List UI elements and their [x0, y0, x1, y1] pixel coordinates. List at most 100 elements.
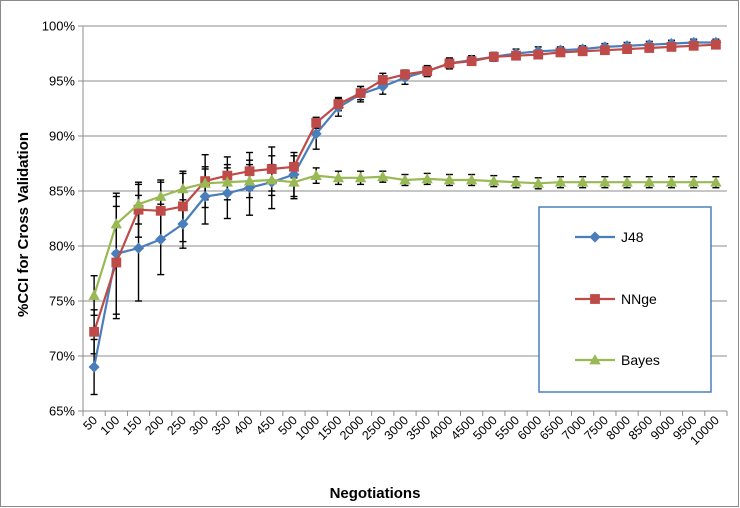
nnge-point: [644, 43, 655, 53]
bayes-point: [599, 176, 611, 187]
x-axis-title: Negotiations: [330, 485, 421, 502]
y-tick-label: 85%: [49, 184, 75, 199]
x-tick-label: 250: [164, 413, 189, 438]
bayes-point: [532, 177, 544, 188]
nnge-point: [444, 58, 455, 69]
nnge-point: [155, 205, 166, 216]
nnge-point: [400, 69, 410, 80]
nnge-point: [311, 117, 322, 128]
bayes-point: [665, 176, 678, 187]
y-tick-label: 80%: [49, 239, 75, 254]
nnge-point: [333, 99, 344, 109]
bayes-point: [243, 175, 256, 186]
nnge-point: [289, 161, 299, 172]
bayes-point: [155, 190, 167, 201]
x-tick-label: 100: [98, 413, 123, 438]
x-tick-label: 8000: [604, 413, 634, 443]
x-tick-label: 6000: [515, 413, 545, 443]
bayes-point: [177, 182, 189, 194]
nnge-point: [89, 326, 100, 337]
x-tick-label: 450: [253, 413, 278, 438]
nnge-point: [666, 42, 677, 52]
bayes-point: [421, 173, 433, 184]
x-tick-label: 2500: [359, 413, 389, 443]
legend-j48-label: J48: [621, 229, 644, 245]
x-tick-label: 8500: [626, 413, 656, 443]
bayes-point: [488, 175, 500, 186]
x-tick-label: 5500: [493, 413, 523, 443]
x-tick-label: 5000: [470, 413, 500, 443]
y-tick-label: 75%: [49, 294, 75, 309]
bayes-point: [288, 176, 300, 187]
bayes-point: [199, 177, 211, 188]
j48-point: [221, 187, 233, 199]
y-tick-label: 95%: [49, 74, 75, 89]
bayes-point: [332, 171, 345, 183]
nnge-point: [111, 257, 122, 268]
bayes-point: [443, 174, 456, 185]
x-tick-label: 6500: [537, 413, 567, 443]
bayes-point: [221, 176, 234, 187]
x-tick-label: 9000: [648, 413, 678, 443]
bayes-point: [465, 174, 478, 185]
nnge-point: [266, 164, 277, 174]
y-tick-label: 90%: [49, 129, 75, 144]
nnge-point: [577, 46, 588, 57]
legend-box: [538, 206, 712, 393]
j48-point: [199, 190, 211, 203]
legend-j48-marker: [589, 231, 601, 243]
j48-point: [310, 128, 322, 140]
nnge-point: [688, 40, 699, 51]
x-tick-label: 1000: [293, 413, 323, 443]
nnge-point: [355, 88, 366, 98]
legend-bayes-marker: [589, 354, 601, 365]
legend-nnge-label: NNge: [621, 291, 657, 307]
x-tick-label: 4000: [426, 413, 456, 443]
nnge-point: [622, 44, 632, 54]
bayes-point: [399, 174, 411, 185]
nnge-point: [710, 39, 721, 50]
legend-bayes-label: Bayes: [621, 352, 660, 368]
y-tick-label: 70%: [49, 349, 75, 364]
y-axis-title: %CCI for Cross Validation: [15, 132, 32, 317]
bayes-point: [576, 176, 589, 187]
nnge-point: [533, 49, 544, 60]
legend-nnge-marker: [590, 294, 600, 304]
x-tick-label: 400: [231, 413, 256, 438]
x-tick-label: 300: [187, 413, 212, 438]
x-tick-label: 7000: [559, 413, 589, 443]
bayes-point: [266, 174, 278, 185]
x-tick-label: 50: [80, 413, 100, 433]
nnge-point: [422, 66, 433, 76]
bayes-point: [110, 218, 122, 229]
nnge-point: [511, 50, 521, 61]
nnge-point: [599, 45, 610, 56]
y-tick-label: 100%: [42, 19, 76, 34]
x-tick-label: 1500: [315, 413, 345, 443]
j48-point: [155, 233, 167, 245]
nnge-point: [377, 75, 388, 85]
x-tick-label: 2000: [337, 413, 367, 443]
bayes-point: [377, 170, 389, 182]
nnge-point: [244, 166, 255, 177]
bayes-point: [643, 176, 655, 187]
bayes-point: [354, 171, 367, 183]
j48-point: [132, 242, 145, 254]
j48-point: [177, 218, 189, 230]
x-tick-label: 200: [142, 413, 167, 438]
nnge-point: [488, 51, 499, 62]
bayes-point: [88, 289, 100, 300]
nnge-point: [178, 201, 188, 212]
x-tick-label: 150: [120, 413, 145, 438]
nnge-point: [555, 47, 566, 58]
bayes-point: [310, 169, 322, 181]
x-tick-label: 3500: [404, 413, 434, 443]
x-tick-label: 7500: [581, 413, 611, 443]
x-tick-label: 350: [209, 413, 234, 438]
bayes-point: [710, 176, 722, 187]
x-tick-label: 4500: [448, 413, 478, 443]
j48-point: [88, 361, 100, 373]
bayes-point: [554, 176, 567, 187]
bayes-point: [688, 176, 700, 187]
